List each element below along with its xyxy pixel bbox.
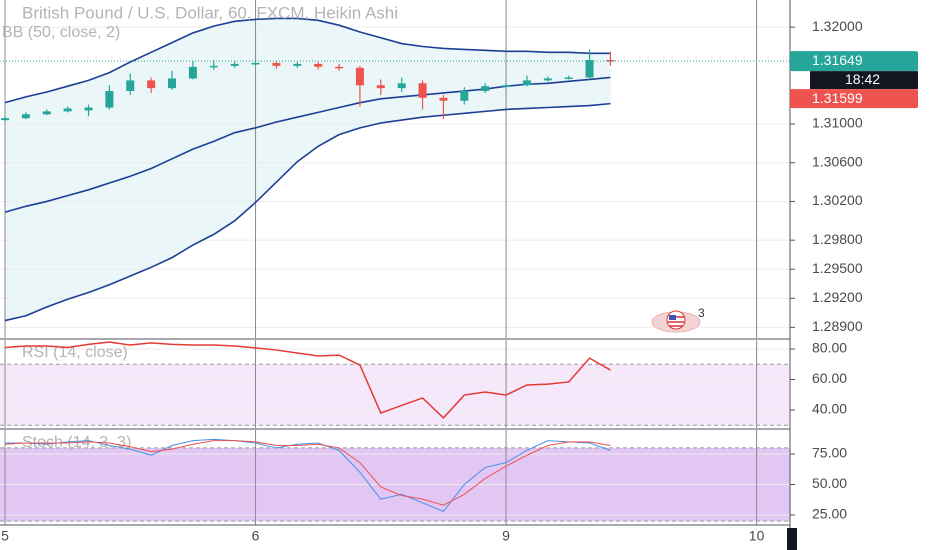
x-tick-label: 5: [1, 528, 9, 544]
candle-body: [293, 63, 302, 66]
candle-body: [21, 114, 30, 119]
y-tick-label: 1.32000: [812, 18, 863, 34]
y-tick-label: 1.30200: [812, 192, 863, 208]
candle-body: [230, 63, 239, 66]
countdown-box: [810, 71, 918, 90]
indicator-title: RSI (14, close): [22, 344, 128, 361]
candle-body: [397, 83, 406, 89]
bollinger-lower: [4, 102, 611, 322]
indicator-line: [5, 438, 611, 512]
candle-body: [63, 108, 72, 112]
candle-body: [355, 67, 364, 86]
y-tick-label: 80.00: [812, 340, 847, 356]
candle-body: [418, 83, 427, 98]
band-zone: [0, 364, 790, 426]
y-tick-label: 40.00: [812, 401, 847, 417]
indicator-line: [4, 440, 611, 506]
chart-title: British Pound / U.S. Dollar, 60, FXCM, H…: [22, 3, 398, 22]
candle-body: [251, 62, 260, 65]
bid-price-label: 1.31599: [812, 90, 863, 106]
y-tick-label: 1.28900: [812, 318, 863, 334]
candle-body: [502, 85, 511, 87]
candle-body: [564, 77, 573, 79]
candle-body: [481, 86, 490, 92]
bid-price-box: [790, 89, 918, 109]
candle-body: [543, 78, 552, 81]
y-tick-label: 75.00: [812, 445, 847, 461]
candle-body: [147, 80, 156, 89]
y-tick-label: 1.29500: [812, 260, 863, 276]
candle-body: [460, 91, 469, 101]
candle-body: [84, 107, 93, 111]
flag-canton: [669, 315, 676, 320]
bollinger-upper: [4, 17, 611, 104]
y-tick-label: 1.29800: [812, 231, 863, 247]
candle-body: [42, 111, 51, 115]
x-tick-label: 9: [502, 528, 510, 544]
last-price-label: 1.31649: [812, 52, 863, 68]
events-count: 3: [698, 306, 705, 320]
candle-body: [314, 63, 323, 67]
last-price-box: [790, 51, 918, 72]
y-tick-label: 50.00: [812, 475, 847, 491]
y-tick-label: 1.29200: [812, 289, 863, 305]
band-fill: [5, 18, 611, 321]
corner-block: [787, 528, 797, 550]
candle-body: [335, 66, 344, 69]
x-tick-label: 10: [749, 528, 765, 544]
candle-body: [585, 60, 594, 78]
indicator-line: [4, 341, 611, 420]
candle-body: [376, 85, 385, 89]
indicator-title: BB (50, close, 2): [2, 24, 120, 41]
candle-body: [272, 62, 281, 66]
candle-body: [168, 78, 177, 89]
candle-body: [209, 65, 218, 68]
events-badge: 3: [651, 306, 705, 333]
data-layer: RSI (14, close)Stoch (14, 3, 3): [0, 0, 790, 525]
candle-body: [1, 118, 10, 121]
candle-body: [606, 60, 615, 62]
y-tick-label: 1.30600: [812, 153, 863, 169]
candle-body: [439, 97, 448, 101]
x-tick-label: 6: [252, 528, 260, 544]
y-tick-label: 1.31000: [812, 115, 863, 131]
y-tick-label: 25.00: [812, 506, 847, 522]
candle-body: [126, 80, 135, 92]
y-tick-label: 60.00: [812, 370, 847, 386]
candle-body: [522, 80, 531, 86]
candle-body: [105, 91, 114, 108]
candle-body: [188, 66, 197, 79]
countdown-label: 18:42: [845, 71, 880, 87]
